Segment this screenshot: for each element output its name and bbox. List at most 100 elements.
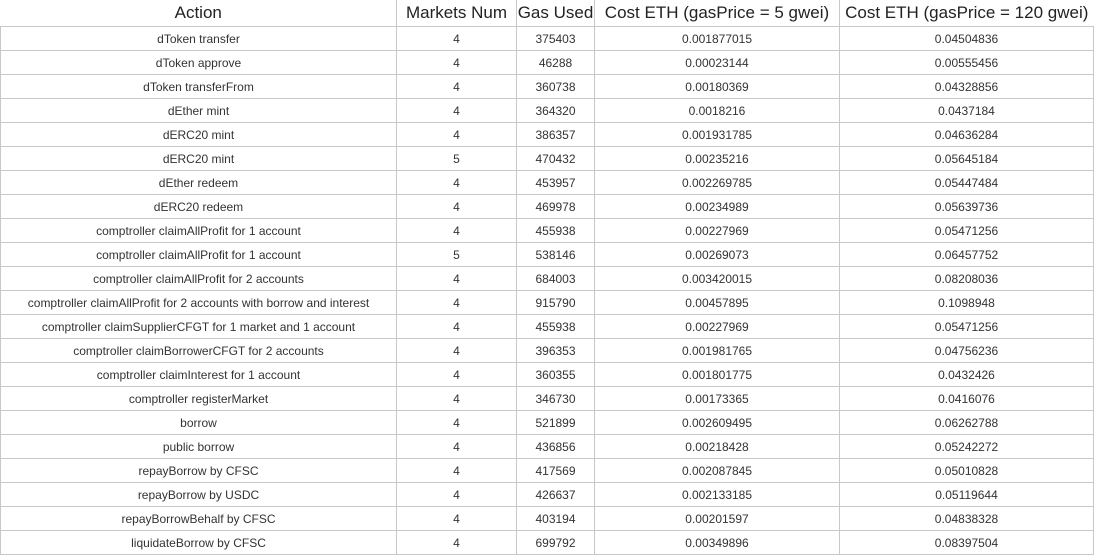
cell-action: repayBorrow by USDC (1, 483, 397, 507)
table-row: dEther redeem 4 453957 0.002269785 0.0544748… (1, 171, 1094, 195)
cell-cost-120-gwei: 0.05119644 (840, 483, 1094, 507)
cell-cost-120-gwei: 0.08397504 (840, 531, 1094, 555)
cell-cost-120-gwei: 0.1098948 (840, 291, 1094, 315)
cell-gas-used: 538146 (517, 243, 595, 267)
cell-cost-120-gwei: 0.06457752 (840, 243, 1094, 267)
cell-gas-used: 915790 (517, 291, 595, 315)
cell-markets-num: 4 (397, 267, 517, 291)
cell-cost-120-gwei: 0.0437184 (840, 99, 1094, 123)
cell-cost-5-gwei: 0.003420015 (595, 267, 840, 291)
cell-action: dToken transferFrom (1, 75, 397, 99)
cell-action: public borrow (1, 435, 397, 459)
cell-markets-num: 4 (397, 411, 517, 435)
table-row: repayBorrowBehalf by CFSC 4 403194 0.002015… (1, 507, 1094, 531)
table-row: dToken approve 4 46288 0.00023144 0.00555456 (1, 51, 1094, 75)
table-row: repayBorrow by USDC 4 426637 0.002133185 0.0… (1, 483, 1094, 507)
table-row: dEther mint 4 364320 0.0018216 0.0437184 (1, 99, 1094, 123)
cell-gas-used: 453957 (517, 171, 595, 195)
cell-cost-120-gwei: 0.05639736 (840, 195, 1094, 219)
cell-action: comptroller claimBorrowerCFGT for 2 acco… (1, 339, 397, 363)
cell-markets-num: 4 (397, 171, 517, 195)
cell-gas-used: 417569 (517, 459, 595, 483)
cell-markets-num: 4 (397, 483, 517, 507)
cell-markets-num: 5 (397, 147, 517, 171)
table-row: comptroller claimBorrowerCFGT for 2 acco… (1, 339, 1094, 363)
cell-cost-5-gwei: 0.001981765 (595, 339, 840, 363)
cell-action: dToken transfer (1, 27, 397, 51)
cell-cost-120-gwei: 0.00555456 (840, 51, 1094, 75)
cell-cost-120-gwei: 0.08208036 (840, 267, 1094, 291)
cell-action: repayBorrow by CFSC (1, 459, 397, 483)
table-row: liquidateBorrow by CFSC 4 699792 0.00349896… (1, 531, 1094, 555)
cell-gas-used: 364320 (517, 99, 595, 123)
cell-cost-5-gwei: 0.002087845 (595, 459, 840, 483)
cell-cost-120-gwei: 0.05645184 (840, 147, 1094, 171)
cell-gas-used: 699792 (517, 531, 595, 555)
cell-markets-num: 4 (397, 531, 517, 555)
cell-gas-used: 375403 (517, 27, 595, 51)
cell-gas-used: 455938 (517, 219, 595, 243)
table-row: comptroller claimSupplierCFGT for 1 mark… (1, 315, 1094, 339)
cell-gas-used: 386357 (517, 123, 595, 147)
cell-cost-120-gwei: 0.04838328 (840, 507, 1094, 531)
cell-action: borrow (1, 411, 397, 435)
cell-gas-used: 346730 (517, 387, 595, 411)
cell-markets-num: 4 (397, 435, 517, 459)
header-gas-used: Gas Used (517, 0, 595, 27)
cell-cost-5-gwei: 0.00180369 (595, 75, 840, 99)
table-row: dToken transferFrom 4 360738 0.00180369 0.04… (1, 75, 1094, 99)
cell-cost-5-gwei: 0.00457895 (595, 291, 840, 315)
cell-gas-used: 426637 (517, 483, 595, 507)
cell-cost-5-gwei: 0.001801775 (595, 363, 840, 387)
cell-cost-5-gwei: 0.00201597 (595, 507, 840, 531)
cell-gas-used: 521899 (517, 411, 595, 435)
cell-action: dToken approve (1, 51, 397, 75)
table-row: borrow 4 521899 0.002609495 0.06262788 (1, 411, 1094, 435)
cell-markets-num: 4 (397, 387, 517, 411)
cell-action: comptroller claimInterest for 1 account (1, 363, 397, 387)
cell-markets-num: 4 (397, 291, 517, 315)
cell-action: dERC20 mint (1, 147, 397, 171)
cell-cost-120-gwei: 0.05471256 (840, 315, 1094, 339)
cell-cost-5-gwei: 0.00234989 (595, 195, 840, 219)
cell-markets-num: 4 (397, 27, 517, 51)
cell-gas-used: 436856 (517, 435, 595, 459)
cell-gas-used: 455938 (517, 315, 595, 339)
cell-cost-5-gwei: 0.00269073 (595, 243, 840, 267)
cell-markets-num: 4 (397, 219, 517, 243)
cell-gas-used: 46288 (517, 51, 595, 75)
table-row: dERC20 mint 5 470432 0.00235216 0.05645184 (1, 147, 1094, 171)
table-row: repayBorrow by CFSC 4 417569 0.002087845 0.0… (1, 459, 1094, 483)
table-row: comptroller claimAllProfit for 1 account… (1, 243, 1094, 267)
cell-cost-5-gwei: 0.00235216 (595, 147, 840, 171)
header-cost-eth-5-gwei: Cost ETH (gasPrice = 5 gwei) (595, 0, 840, 27)
cell-markets-num: 5 (397, 243, 517, 267)
header-action: Action (1, 0, 397, 27)
cell-cost-5-gwei: 0.001877015 (595, 27, 840, 51)
cell-cost-120-gwei: 0.05447484 (840, 171, 1094, 195)
cell-cost-120-gwei: 0.04636284 (840, 123, 1094, 147)
cell-action: comptroller claimSupplierCFGT for 1 mark… (1, 315, 397, 339)
cell-cost-120-gwei: 0.05010828 (840, 459, 1094, 483)
cell-cost-5-gwei: 0.0018216 (595, 99, 840, 123)
cell-markets-num: 4 (397, 51, 517, 75)
header-markets-num: Markets Num (397, 0, 517, 27)
table-row: comptroller registerMarket 4 346730 0.00173… (1, 387, 1094, 411)
cell-cost-120-gwei: 0.05242272 (840, 435, 1094, 459)
cell-action: comptroller claimAllProfit for 1 account (1, 243, 397, 267)
table-row: dToken transfer 4 375403 0.001877015 0.04504… (1, 27, 1094, 51)
cell-gas-used: 360355 (517, 363, 595, 387)
cell-gas-used: 360738 (517, 75, 595, 99)
cell-gas-used: 403194 (517, 507, 595, 531)
cell-action: liquidateBorrow by CFSC (1, 531, 397, 555)
cell-markets-num: 4 (397, 459, 517, 483)
cell-markets-num: 4 (397, 195, 517, 219)
cell-markets-num: 4 (397, 363, 517, 387)
cell-action: dERC20 redeem (1, 195, 397, 219)
cell-cost-5-gwei: 0.00349896 (595, 531, 840, 555)
table-row: dERC20 redeem 4 469978 0.00234989 0.05639736 (1, 195, 1094, 219)
cell-cost-120-gwei: 0.05471256 (840, 219, 1094, 243)
cell-action: dEther redeem (1, 171, 397, 195)
cell-gas-used: 469978 (517, 195, 595, 219)
